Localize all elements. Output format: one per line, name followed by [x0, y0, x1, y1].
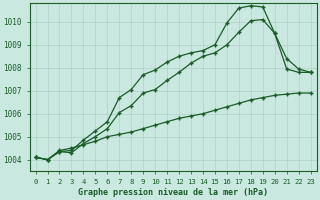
X-axis label: Graphe pression niveau de la mer (hPa): Graphe pression niveau de la mer (hPa)	[78, 188, 268, 197]
